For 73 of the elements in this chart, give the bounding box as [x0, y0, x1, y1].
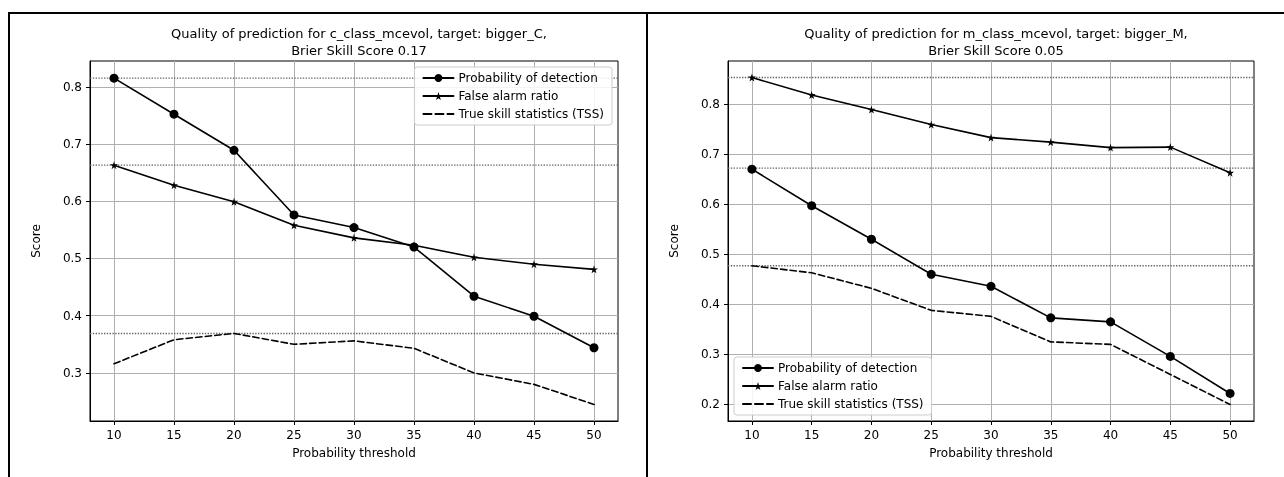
x-tick-label: 10	[744, 428, 760, 442]
y-tick-label: 0.5	[700, 247, 720, 262]
legend-label: False alarm ratio	[458, 89, 559, 103]
x-axis-title: Probability threshold	[292, 446, 416, 460]
point	[350, 233, 358, 242]
point	[590, 265, 598, 274]
x-tick-label: 15	[166, 428, 182, 442]
point	[110, 161, 118, 170]
x-axis-title: Probability threshold	[929, 446, 1053, 460]
point	[1046, 313, 1056, 323]
x-tick-label: 35	[1043, 428, 1059, 442]
x-tick-label: 20	[226, 428, 242, 442]
x-tick-label: 10	[106, 428, 122, 442]
y-tick-label: 0.2	[700, 397, 720, 412]
point	[169, 109, 179, 119]
legend-label: True skill statistics (TSS)	[457, 107, 605, 121]
x-tick-label: 35	[406, 428, 422, 442]
y-tick-label: 0.4	[700, 297, 720, 312]
point	[747, 164, 757, 174]
point	[986, 281, 996, 291]
y-tick-label: 0.3	[700, 347, 720, 362]
x-tick-label: 25	[286, 428, 302, 442]
legend-label: Probability of detection	[778, 361, 918, 375]
x-tick-label: 50	[1222, 428, 1238, 442]
line-series	[113, 332, 595, 406]
y-tick-label: 0.3	[62, 365, 82, 380]
chart-title: Quality of prediction for c_class_mcevol, target: bigger_C, Brier Skill Score 0.17	[171, 26, 547, 58]
point	[1226, 168, 1235, 177]
x-tick-label: 40	[1102, 428, 1119, 442]
point	[1165, 351, 1175, 361]
y-tick-label: 0.8	[62, 79, 82, 94]
y-tick-label: 0.7	[700, 147, 720, 162]
x-tick-label: 45	[526, 428, 542, 442]
point	[1106, 317, 1116, 327]
y-tick-label: 0.6	[700, 197, 720, 212]
y-axis-title: Score	[667, 224, 681, 258]
point	[470, 253, 478, 262]
legend-label: Probability of detection	[458, 71, 598, 85]
chart-title: Quality of prediction for m_class_mcevol, target: bigger_M, Brier Skill Score 0.05	[804, 26, 1188, 58]
y-tick-label: 0.6	[62, 194, 82, 209]
x-tick-label: 45	[1162, 428, 1178, 442]
x-tick-label: 30	[346, 428, 362, 442]
point	[290, 221, 298, 230]
point	[349, 223, 359, 233]
y-axis-title: Score	[29, 224, 43, 258]
point	[230, 197, 238, 206]
x-tick-label: 40	[466, 428, 482, 442]
y-tick-label: 0.8	[700, 97, 720, 112]
y-tick-label: 0.5	[62, 251, 82, 266]
point	[469, 291, 479, 301]
point	[109, 73, 119, 83]
x-tick-label: 50	[586, 428, 602, 442]
point	[229, 145, 239, 155]
legend-label: False alarm ratio	[778, 379, 878, 393]
point	[589, 343, 599, 353]
legend-label: True skill statistics (TSS)	[777, 397, 924, 411]
x-tick-label: 20	[863, 428, 880, 442]
point	[1166, 143, 1175, 152]
y-tick-label: 0.7	[62, 136, 82, 151]
x-tick-label: 15	[804, 428, 820, 442]
point	[807, 201, 817, 211]
x-tick-label: 25	[923, 428, 939, 442]
x-tick-label: 30	[983, 428, 999, 442]
point	[866, 234, 876, 244]
point	[529, 311, 539, 321]
point	[807, 91, 816, 100]
point	[170, 181, 178, 190]
point	[1225, 388, 1235, 398]
point	[987, 133, 995, 142]
y-tick-label: 0.4	[62, 308, 82, 323]
point	[530, 260, 538, 269]
point	[926, 269, 936, 279]
point	[289, 210, 299, 220]
